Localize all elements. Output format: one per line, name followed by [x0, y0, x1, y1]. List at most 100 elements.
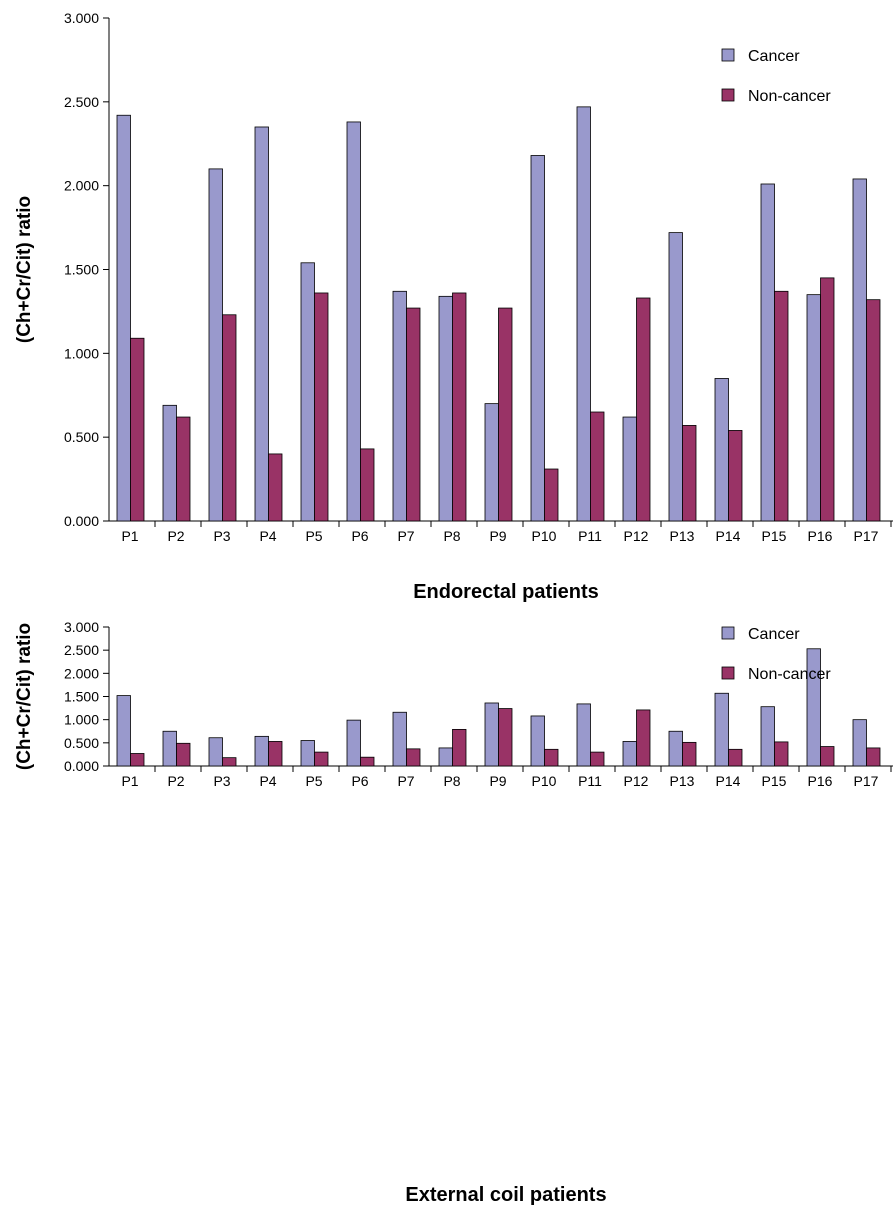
bar-noncancer [268, 453, 283, 522]
bar-cancer [346, 719, 361, 767]
x-tick-label: P1 [121, 773, 138, 789]
bar-cancer [438, 295, 453, 522]
bar-cancer [714, 378, 729, 522]
bar-noncancer [866, 299, 881, 522]
bar-cancer [346, 121, 361, 522]
bar-cancer [576, 106, 591, 522]
bar-cancer [852, 719, 867, 767]
legend-swatch-noncancer [721, 88, 735, 102]
x-axis-title: Endorectal patients [413, 581, 599, 603]
bar-noncancer [636, 297, 651, 522]
x-tick-label: P2 [167, 528, 184, 544]
y-tick-label: 1.500 [64, 262, 99, 278]
x-tick-label: P11 [578, 528, 602, 544]
x-tick-label: P9 [489, 528, 506, 544]
bar-cancer [530, 715, 545, 767]
x-tick-label: P13 [670, 528, 695, 544]
x-tick-label: P15 [762, 528, 787, 544]
bar-cancer [208, 168, 223, 522]
bar-cancer [484, 403, 499, 522]
x-tick-label: P7 [397, 773, 414, 789]
x-tick-label: P14 [716, 528, 741, 544]
bar-cancer [392, 711, 407, 767]
x-tick-label: P6 [351, 773, 368, 789]
bar-noncancer [498, 307, 513, 522]
bar-noncancer [820, 746, 835, 767]
x-tick-label: P14 [716, 773, 741, 789]
bar-cancer [852, 178, 867, 522]
bar-noncancer [636, 709, 651, 767]
x-tick-label: P12 [624, 773, 649, 789]
y-tick-label: 2.000 [64, 665, 99, 681]
y-axis-title: (Ch+Cr/Cit) ratio [14, 623, 35, 770]
bar-noncancer [268, 741, 283, 767]
y-tick-label: 2.500 [64, 642, 99, 658]
bar-noncancer [544, 468, 559, 522]
bar-noncancer [176, 416, 191, 522]
bar-noncancer [314, 751, 329, 767]
y-axis-title: (Ch+Cr/Cit) ratio [14, 196, 35, 343]
legend-swatch-noncancer [721, 666, 735, 680]
bar-cancer [300, 262, 315, 522]
y-tick-label: 0.500 [64, 735, 99, 751]
bar-noncancer [774, 741, 789, 767]
y-tick-label: 0.000 [64, 758, 99, 774]
bar-noncancer [590, 751, 605, 767]
bar-noncancer [590, 411, 605, 522]
bar-cancer [208, 737, 223, 767]
bar-noncancer [130, 337, 145, 522]
bar-cancer [668, 730, 683, 767]
bar-noncancer [222, 757, 237, 767]
x-tick-label: P17 [854, 773, 879, 789]
x-tick-label: P5 [305, 528, 322, 544]
x-tick-label: P3 [213, 773, 230, 789]
bar-noncancer [544, 748, 559, 767]
x-tick-label: P8 [443, 528, 460, 544]
x-tick-label: P10 [532, 528, 557, 544]
bar-cancer [714, 692, 729, 767]
y-tick-label: 1.500 [64, 689, 99, 705]
y-tick-label: 0.000 [64, 513, 99, 529]
bar-noncancer [498, 708, 513, 767]
legend-label-cancer: Cancer [748, 626, 800, 643]
x-tick-label: P15 [762, 773, 787, 789]
bar-noncancer [820, 277, 835, 522]
x-tick-label: P10 [532, 773, 557, 789]
bar-noncancer [360, 756, 375, 767]
bar-cancer [162, 404, 177, 522]
y-tick-label: 3.000 [64, 619, 99, 635]
x-tick-label: P12 [624, 528, 649, 544]
legend-swatch-cancer [721, 626, 735, 640]
bar-cancer [622, 416, 637, 522]
bar-cancer [162, 730, 177, 767]
external-coil-chart: 0.000 0.500 1.000 1.500 2.000 2.500 3.000 P1 P2 P… [14, 619, 893, 1206]
bar-noncancer [728, 430, 743, 522]
bar-noncancer [452, 292, 467, 522]
x-tick-label: P2 [167, 773, 184, 789]
x-tick-label: P16 [808, 528, 833, 544]
y-tick-label: 1.000 [64, 712, 99, 728]
bar-cancer [116, 695, 131, 767]
bar-cancer [254, 126, 269, 522]
bar-cancer [254, 735, 269, 767]
x-tick-label: P1 [121, 528, 138, 544]
y-tick-label: 2.000 [64, 178, 99, 194]
bar-noncancer [682, 741, 697, 767]
x-tick-label: P4 [259, 528, 276, 544]
x-tick-label: P16 [808, 773, 833, 789]
x-tick-label: P6 [351, 528, 368, 544]
x-tick-label: P4 [259, 773, 276, 789]
bar-noncancer [406, 307, 421, 522]
bar-cancer [438, 747, 453, 767]
bar-noncancer [360, 448, 375, 522]
bar-noncancer [728, 748, 743, 767]
bar-noncancer [866, 747, 881, 767]
legend-label-cancer: Cancer [748, 48, 800, 65]
legend: Cancer Non-cancer [721, 48, 831, 105]
bar-noncancer [176, 742, 191, 767]
x-tick-label: P9 [489, 773, 506, 789]
x-axis-title: External coil patients [405, 1184, 606, 1206]
bar-noncancer [682, 425, 697, 522]
bar-cancer [760, 706, 775, 767]
